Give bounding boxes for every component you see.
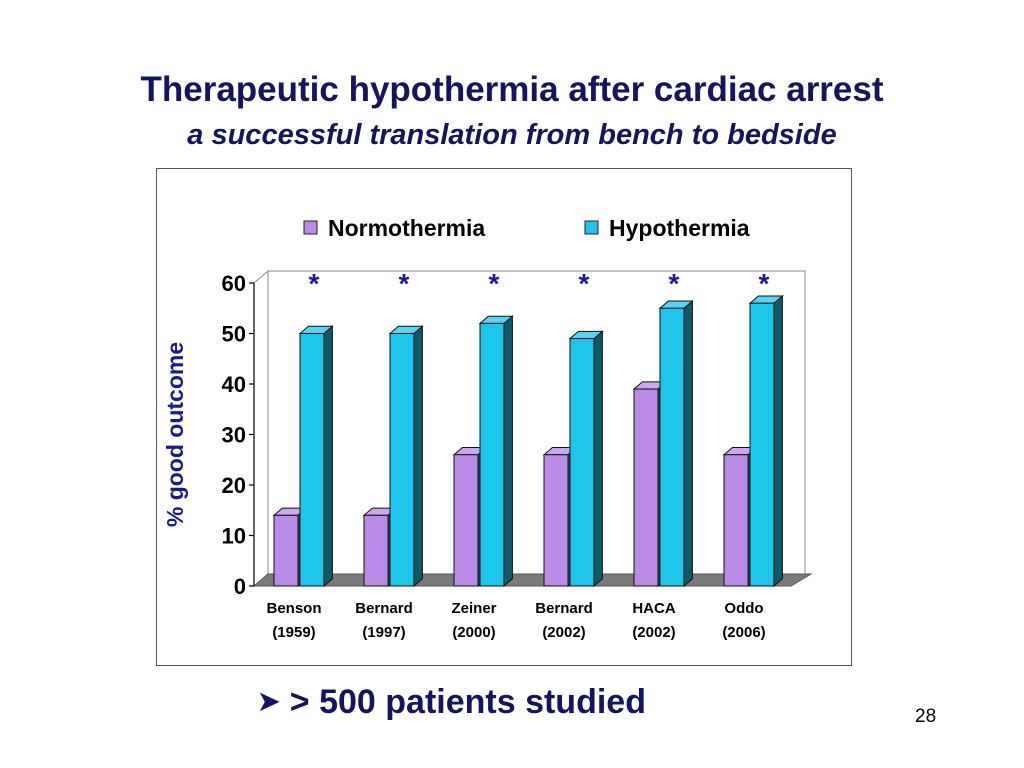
arrow-bullet-icon: ➤ <box>258 686 280 716</box>
x-category-year: (2000) <box>452 624 495 641</box>
bar-front <box>659 307 685 587</box>
bar-front <box>299 333 325 587</box>
x-category-year: (2006) <box>722 624 765 641</box>
x-category-year: (2002) <box>632 624 675 641</box>
footer-bullet-text: > 500 patients studied <box>289 683 646 721</box>
legend-label: Hypothermia <box>609 215 750 241</box>
significance-marker: * <box>489 268 500 299</box>
bar-chart: 0 10 20 30 40 50 60 % good outcome Normothermia H… <box>162 215 813 641</box>
bar-hypothermia <box>658 299 694 588</box>
x-category-label: Benson <box>266 600 321 617</box>
y-tick-label: 40 <box>222 372 246 397</box>
y-tick-label: 10 <box>222 524 246 549</box>
bar-normothermia <box>722 446 758 588</box>
x-category-year: (1959) <box>272 624 315 641</box>
legend-swatch <box>584 220 599 235</box>
bar-front <box>543 454 569 587</box>
bar-front <box>389 333 415 587</box>
legend-label: Normothermia <box>328 215 485 241</box>
x-category-year: (1997) <box>362 624 405 641</box>
bar-side <box>593 330 603 588</box>
significance-marker: * <box>399 268 410 299</box>
x-category-label: Bernard <box>355 600 413 617</box>
bar-front <box>273 514 299 587</box>
bar-side <box>323 325 333 588</box>
bar-hypothermia <box>748 294 784 588</box>
bar-hypothermia <box>298 325 334 588</box>
legend-swatch <box>303 220 318 235</box>
significance-marker: * <box>309 268 320 299</box>
page-number: 28 <box>915 706 937 727</box>
bar-front <box>479 322 505 587</box>
bar-side <box>773 294 783 588</box>
slide-subtitle: a successful translation from bench to b… <box>187 119 837 151</box>
bar-front <box>723 454 749 587</box>
slide-title: Therapeutic hypothermia after cardiac ar… <box>140 70 884 109</box>
bar-hypothermia <box>568 330 604 588</box>
bar-side <box>503 315 513 588</box>
bar-hypothermia <box>388 325 424 588</box>
significance-marker: * <box>579 268 590 299</box>
x-category-label: Bernard <box>535 600 593 617</box>
bar-hypothermia <box>478 315 514 588</box>
y-tick-label: 30 <box>222 423 246 448</box>
bar-front <box>453 454 479 587</box>
y-tick-label: 0 <box>234 574 246 599</box>
x-category-label: HACA <box>632 600 675 617</box>
chart-frame: 0 10 20 30 40 50 60 % good outcome Normothermia H… <box>156 168 852 666</box>
y-tick-label: 60 <box>222 271 246 296</box>
chart-side-wall <box>253 269 269 588</box>
bar-front <box>363 514 389 587</box>
x-category-year: (2002) <box>542 624 585 641</box>
footer-bullet: ➤ > 500 patients studied <box>258 683 646 722</box>
significance-marker: * <box>759 268 770 299</box>
y-axis-label: % good outcome <box>162 342 188 527</box>
y-tick-label: 20 <box>222 473 246 498</box>
x-category-label: Oddo <box>724 600 763 617</box>
bar-side <box>413 325 423 588</box>
bar-side <box>683 299 693 588</box>
x-category-label: Zeiner <box>451 600 496 617</box>
significance-marker: * <box>669 268 680 299</box>
bar-front <box>569 338 595 587</box>
y-tick-label: 50 <box>222 322 246 347</box>
bar-front <box>749 302 775 587</box>
bar-front <box>633 388 659 587</box>
